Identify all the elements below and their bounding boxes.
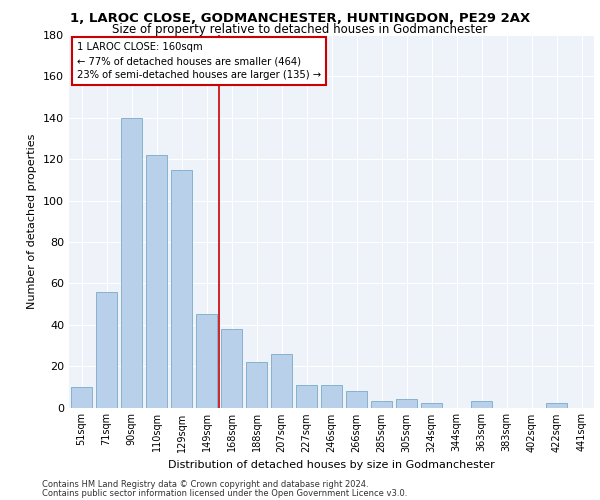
Bar — [96, 292, 117, 408]
Text: 1, LAROC CLOSE, GODMANCHESTER, HUNTINGDON, PE29 2AX: 1, LAROC CLOSE, GODMANCHESTER, HUNTINGDO… — [70, 12, 530, 26]
Text: Size of property relative to detached houses in Godmanchester: Size of property relative to detached ho… — [112, 22, 488, 36]
Bar — [346, 391, 367, 407]
Bar — [371, 402, 392, 407]
Text: 1 LAROC CLOSE: 160sqm
← 77% of detached houses are smaller (464)
23% of semi-det: 1 LAROC CLOSE: 160sqm ← 77% of detached … — [77, 42, 321, 80]
Text: Contains public sector information licensed under the Open Government Licence v3: Contains public sector information licen… — [42, 488, 407, 498]
Y-axis label: Number of detached properties: Number of detached properties — [28, 134, 37, 309]
Bar — [421, 404, 442, 407]
Bar — [171, 170, 192, 408]
Bar — [121, 118, 142, 408]
Bar — [71, 387, 92, 407]
Bar — [471, 402, 492, 407]
Bar — [221, 329, 242, 407]
Bar — [396, 399, 417, 407]
Bar — [271, 354, 292, 408]
Text: Contains HM Land Registry data © Crown copyright and database right 2024.: Contains HM Land Registry data © Crown c… — [42, 480, 368, 489]
X-axis label: Distribution of detached houses by size in Godmanchester: Distribution of detached houses by size … — [168, 460, 495, 470]
Bar — [321, 384, 342, 407]
Bar — [546, 404, 567, 407]
Bar — [146, 155, 167, 407]
Bar — [296, 384, 317, 407]
Bar — [246, 362, 267, 408]
Bar — [196, 314, 217, 408]
